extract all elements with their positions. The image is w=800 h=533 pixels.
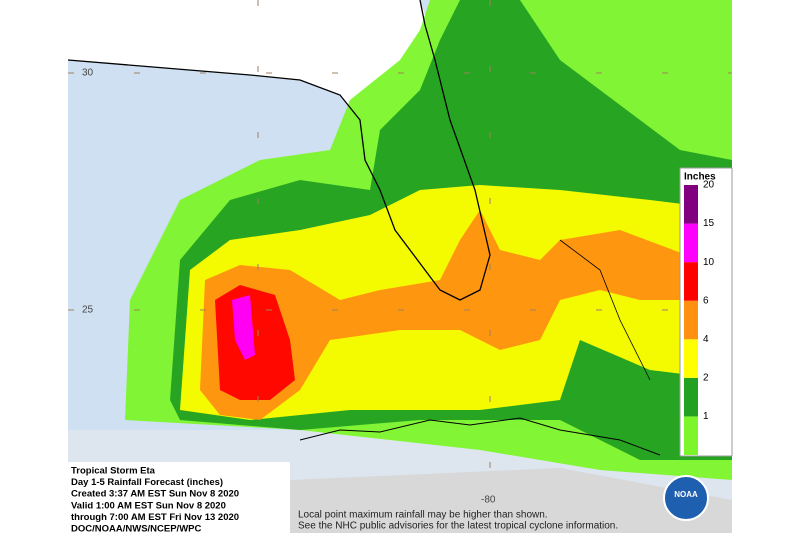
coastline-bahamas	[559, 239, 651, 381]
info-panel	[68, 462, 290, 533]
legend-title: Inches	[684, 172, 716, 183]
legend-label: 6	[703, 295, 709, 306]
legend-label: 15	[703, 218, 715, 229]
legend-swatch	[684, 185, 698, 224]
legend: 1 2 4 6 10 15 20	[684, 180, 715, 455]
lat-label: 25	[82, 305, 94, 316]
logo-text: NOAA	[674, 490, 698, 499]
info-line: Tropical Storm Eta	[71, 466, 156, 477]
rainfall-zones	[125, 0, 732, 480]
note: See the NHC public advisories for the la…	[298, 521, 618, 532]
legend-label: 2	[703, 372, 709, 383]
legend-label: 1	[703, 411, 709, 422]
legend-swatch	[684, 223, 698, 263]
legend-label: 20	[703, 180, 715, 191]
legend-label: 4	[703, 334, 709, 345]
legend-swatch	[684, 416, 698, 455]
legend-swatch	[684, 262, 698, 301]
lon-label: -80	[481, 495, 496, 506]
info-line: Created 3:37 AM EST Sun Nov 8 2020	[71, 489, 239, 500]
coastline-cuba	[299, 417, 661, 456]
rain-zone	[200, 210, 700, 420]
legend-swatch	[684, 300, 698, 340]
rain-zone	[232, 295, 255, 360]
note: Local point maximum rainfall may be high…	[298, 510, 548, 521]
info-line: DOC/NOAA/NWS/NCEP/WPC	[71, 524, 202, 533]
noaa-logo	[663, 475, 709, 521]
info-line: Valid 1:00 AM EST Sun Nov 8 2020	[71, 500, 226, 511]
lat-label: 30	[82, 68, 94, 79]
info-line: through 7:00 AM EST Fri Nov 13 2020	[71, 512, 239, 523]
legend-swatch	[684, 377, 698, 417]
info-line: Day 1-5 Rainfall Forecast (inches)	[71, 477, 223, 488]
land-south	[290, 468, 732, 533]
legend-label: 10	[703, 257, 715, 268]
legend-swatch	[684, 339, 698, 378]
coastline	[67, 0, 491, 301]
